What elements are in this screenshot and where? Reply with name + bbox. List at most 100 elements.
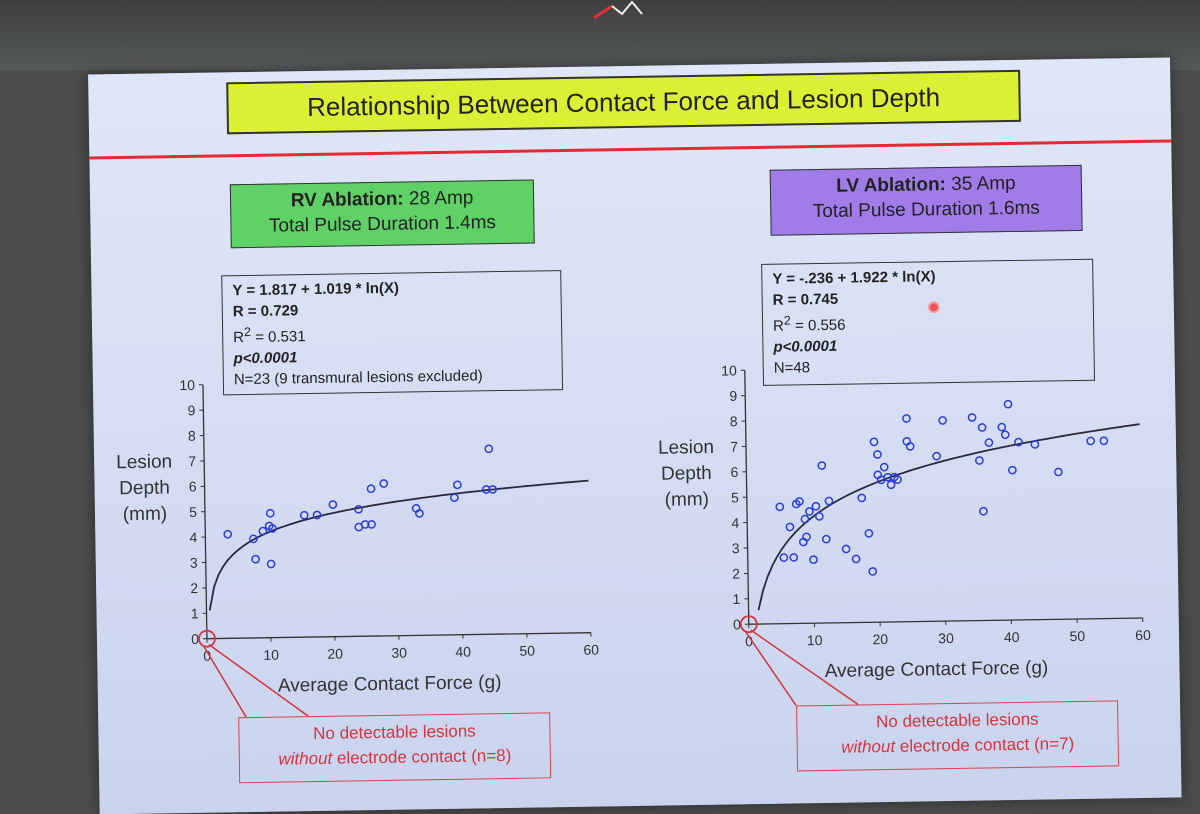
rv-data-point	[367, 485, 374, 492]
lv-note-pointer	[746, 631, 796, 706]
rv-data-point	[267, 560, 274, 567]
rv-y-tick-label: 2	[190, 580, 198, 596]
lv-data-point	[823, 535, 830, 542]
lv-y-tick-label: 6	[730, 464, 738, 480]
lv-y-tick-label: 2	[732, 566, 740, 582]
rv-fit-curve	[208, 481, 591, 611]
lv-data-point	[978, 424, 985, 431]
lv-note-box: No detectable lesions without electrode …	[796, 700, 1119, 771]
rv-data-point	[329, 501, 336, 508]
slide: Relationship Between Contact Force and L…	[88, 58, 1181, 814]
lv-data-point	[812, 503, 819, 510]
rv-y-tick-label: 8	[188, 428, 196, 444]
lv-data-point	[1004, 401, 1011, 408]
lv-subtitle-bold: LV Ablation:	[836, 174, 946, 197]
lv-x-tick-label: 30	[938, 630, 954, 646]
lv-data-point	[1055, 468, 1062, 475]
lv-data-point	[790, 554, 797, 561]
rv-y-tick-label: 10	[179, 377, 195, 393]
lv-data-point	[1087, 437, 1094, 444]
rv-y-tick-label: 5	[189, 504, 197, 520]
lv-y-axis-label: (mm)	[665, 489, 710, 511]
lv-data-point	[980, 508, 987, 515]
rv-data-point	[252, 556, 259, 563]
rv-subtitle-bold: RV Ablation:	[291, 189, 404, 212]
lv-note-line2: electrode contact (n=7)	[895, 734, 1074, 756]
rv-y-tick-label: 7	[188, 453, 196, 469]
lv-data-point	[810, 556, 817, 563]
rv-x-axis-label: Average Contact Force (g)	[278, 672, 502, 697]
lv-data-point	[816, 513, 823, 520]
lv-data-point	[985, 439, 992, 446]
rv-x-tick-label: 60	[583, 642, 599, 658]
rv-subtitle-box: RV Ablation: 28 Amp Total Pulse Duration…	[230, 180, 535, 249]
lv-data-point	[874, 451, 881, 458]
lv-data-point	[825, 497, 832, 504]
lv-data-point	[858, 494, 865, 501]
lv-data-point	[801, 515, 808, 522]
rv-equation-box: Y = 1.817 + 1.019 * ln(X) R = 0.729 R2 =…	[221, 270, 563, 395]
rv-y-axis-label: Depth	[119, 477, 170, 499]
rv-y-tick-label: 1	[191, 605, 199, 621]
lv-data-point	[933, 452, 940, 459]
lv-y-tick-label: 1	[732, 591, 740, 607]
rv-data-point	[380, 480, 387, 487]
rv-data-point	[451, 494, 458, 501]
lv-data-point	[968, 414, 975, 421]
rv-data-point	[267, 510, 274, 517]
lv-x-axis-label: Average Contact Force (g)	[825, 657, 1049, 682]
lv-data-point	[1002, 431, 1009, 438]
lv-fit-curve	[756, 424, 1143, 610]
rv-subtitle-amp: 28 Amp	[404, 187, 474, 209]
rv-data-point	[301, 512, 308, 519]
rv-x-tick-label: 40	[455, 644, 471, 660]
projector-logo-icon	[590, 0, 650, 22]
lv-equation-box: Y = -.236 + 1.922 * ln(X) R = 0.745 R2 =…	[761, 259, 1095, 386]
lv-data-point	[1100, 437, 1107, 444]
rv-note-italic: without	[278, 749, 332, 769]
lv-note-italic: without	[841, 737, 895, 757]
rv-data-point	[259, 527, 266, 534]
lv-y-tick-label: 5	[731, 489, 739, 505]
rv-note-line2: electrode contact (n=8)	[332, 746, 511, 768]
lv-data-point	[786, 523, 793, 530]
lv-subtitle-box: LV Ablation: 35 Amp Total Pulse Duration…	[770, 165, 1083, 236]
lv-x-tick-label: 60	[1135, 627, 1151, 643]
rv-n-count: N=23 (9 transmural lesions excluded)	[234, 364, 552, 390]
lv-data-point	[869, 568, 876, 575]
lv-y-axis-label: Lesion	[658, 437, 714, 459]
rv-x-tick-label: 50	[519, 643, 535, 659]
lv-y-tick-label: 9	[729, 388, 737, 404]
lv-data-point	[818, 462, 825, 469]
lv-y-tick-label: 3	[732, 540, 740, 556]
lv-y-tick-label: 4	[731, 515, 739, 531]
lv-data-point	[998, 423, 1005, 430]
lv-y-tick-label: 8	[730, 413, 738, 429]
rv-y-axis-label: Lesion	[116, 451, 172, 473]
lv-x-tick-label: 20	[872, 631, 888, 647]
rv-x-tick-label: 10	[263, 647, 279, 663]
rv-note-box: No detectable lesions without electrode …	[238, 712, 551, 783]
lv-data-point	[881, 463, 888, 470]
lv-data-point	[806, 508, 813, 515]
rv-data-point	[224, 531, 231, 538]
rv-subtitle-duration: Total Pulse Duration 1.4ms	[231, 210, 533, 240]
lv-data-point	[1009, 467, 1016, 474]
rv-x-tick-label: 30	[391, 645, 407, 661]
lv-y-tick-label: 0	[733, 616, 741, 632]
lv-x-tick-label: 50	[1069, 628, 1085, 644]
lv-data-point	[776, 503, 783, 510]
lv-data-point	[887, 481, 894, 488]
lv-subtitle-duration: Total Pulse Duration 1.6ms	[771, 195, 1081, 225]
lv-y-tick-label: 10	[721, 362, 737, 378]
lv-data-point	[852, 555, 859, 562]
rv-y-tick-label: 0	[191, 631, 199, 647]
lv-x-tick-label: 10	[807, 632, 823, 648]
rv-y-tick-label: 6	[189, 478, 197, 494]
rv-y-tick-label: 4	[189, 529, 197, 545]
lv-data-point	[780, 554, 787, 561]
rv-y-tick-label: 9	[187, 402, 195, 418]
lv-data-point	[865, 530, 872, 537]
